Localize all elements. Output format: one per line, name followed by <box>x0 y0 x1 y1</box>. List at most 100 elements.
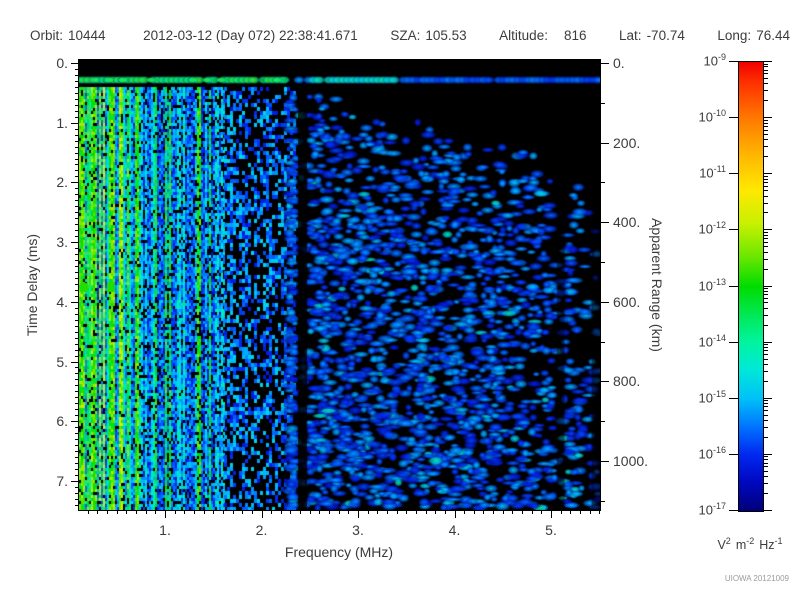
x-minor-tick <box>512 510 514 514</box>
y-minor-tick <box>75 349 79 351</box>
sza-label: SZA: <box>390 28 421 43</box>
colorbar-major-tick-right <box>764 61 772 62</box>
latitude-label: Lat: <box>619 28 642 43</box>
y-minor-tick <box>75 188 79 190</box>
colorbar-minor-tick <box>764 436 768 438</box>
colorbar-major-tick-right <box>764 229 772 231</box>
colorbar-minor-tick <box>764 414 768 416</box>
colorbar-minor-tick <box>764 302 768 304</box>
colorbar-minor-tick <box>764 358 768 360</box>
colorbar-tick-label: 10-12 <box>698 220 726 237</box>
sza-field: SZA: 105.53 <box>390 28 466 43</box>
x-minor-tick <box>589 510 591 514</box>
colorbar-major-tick-right <box>764 397 772 399</box>
longitude-label: Long: <box>717 28 752 43</box>
y2-major-tick <box>601 63 609 64</box>
y-minor-tick <box>75 379 79 381</box>
colorbar-minor-tick <box>764 190 768 192</box>
y-minor-tick <box>75 462 79 464</box>
y-tick-label: 4. <box>56 293 68 310</box>
x-minor-tick <box>97 510 99 514</box>
x-minor-tick <box>213 510 215 514</box>
altitude-field: Altitude: 816 <box>499 28 586 43</box>
colorbar-minor-tick <box>764 420 768 422</box>
y-minor-tick <box>75 170 79 172</box>
y-minor-tick <box>75 427 79 429</box>
spectrogram-canvas <box>79 61 600 510</box>
x-tick-label: 1. <box>159 522 171 538</box>
y-minor-tick <box>75 468 79 470</box>
y-tick-label: 3. <box>56 234 68 251</box>
observation-header: Orbit: 10444 2012-03-12 (Day 072) 22:38:4… <box>30 28 790 43</box>
x-minor-tick <box>232 510 234 514</box>
y-tick-label: 5. <box>56 353 68 370</box>
colorbar-minor-tick <box>764 370 768 372</box>
datetime-field: 2012-03-12 (Day 072) 22:38:41.671 <box>138 28 358 43</box>
y-minor-tick <box>75 146 79 148</box>
y-minor-tick <box>75 271 79 273</box>
colorbar-major-tick-right <box>764 173 772 175</box>
x-minor-tick <box>599 510 601 514</box>
x-minor-tick <box>483 510 485 514</box>
colorbar-tick-label: 10-10 <box>698 108 726 125</box>
y-minor-tick <box>75 140 79 142</box>
colorbar-minor-tick <box>764 73 768 75</box>
colorbar-minor-tick <box>764 119 768 121</box>
y2-major-tick <box>601 381 609 383</box>
colorbar-minor-tick <box>764 134 768 136</box>
x-minor-tick <box>522 510 524 514</box>
y-minor-tick <box>75 355 79 357</box>
x-minor-tick <box>579 510 581 514</box>
y-minor-tick <box>75 289 79 291</box>
y-minor-tick <box>75 194 79 196</box>
x-minor-tick <box>280 510 282 514</box>
y-minor-tick <box>75 98 79 100</box>
x-minor-tick <box>203 510 205 514</box>
colorbar-unit-label: V2 m-2 Hz-1 <box>688 536 800 552</box>
y2-axis-title: Apparent Range (km) <box>649 218 665 352</box>
y-major-tick <box>71 301 79 303</box>
y-minor-tick <box>75 451 79 453</box>
x-minor-tick <box>116 510 118 514</box>
colorbar-minor-tick <box>764 241 768 243</box>
colorbar-minor-tick <box>764 77 768 79</box>
watermark: UIOWA 20121009 <box>724 574 789 583</box>
y-major-tick <box>71 182 79 184</box>
colorbar-minor-tick <box>764 380 768 382</box>
y2-minor-tick <box>601 102 605 104</box>
colorbar-tick-label: 10-13 <box>698 276 726 293</box>
x-minor-tick <box>367 510 369 514</box>
orbit-value: 10444 <box>68 28 106 43</box>
datetime-value: 2012-03-12 (Day 072) 22:38:41.671 <box>143 28 358 43</box>
colorbar-minor-tick <box>764 406 768 408</box>
colorbar-minor-tick <box>764 125 768 127</box>
colorbar-minor-tick <box>764 195 768 197</box>
colorbar-minor-tick <box>764 290 768 292</box>
y-minor-tick <box>75 295 79 297</box>
y2-tick-label: 400. <box>613 214 641 231</box>
y2-minor-tick <box>601 421 605 423</box>
y-minor-tick <box>75 206 79 208</box>
y-minor-tick <box>75 260 79 261</box>
y-minor-tick <box>75 152 79 154</box>
x-minor-tick <box>251 510 253 514</box>
colorbar-minor-tick <box>764 456 768 458</box>
x-minor-tick <box>126 510 128 514</box>
y-minor-tick <box>75 176 79 178</box>
x-tick-label: 3. <box>352 522 364 538</box>
unit-v: V2 <box>717 536 731 553</box>
x-minor-tick <box>242 510 244 514</box>
colorbar-minor-tick <box>764 344 768 346</box>
colorbar-minor-tick <box>764 410 768 412</box>
colorbar-minor-tick <box>764 69 768 71</box>
x-major-tick <box>454 510 456 518</box>
x-minor-tick <box>136 510 138 514</box>
y-minor-tick <box>75 319 79 321</box>
y-minor-tick <box>75 86 79 88</box>
colorbar-minor-tick <box>764 146 768 148</box>
y-minor-tick <box>75 307 79 309</box>
orbit-label: Orbit: <box>30 28 64 43</box>
y-tick-label: 2. <box>56 174 68 191</box>
y-minor-tick <box>75 397 79 399</box>
